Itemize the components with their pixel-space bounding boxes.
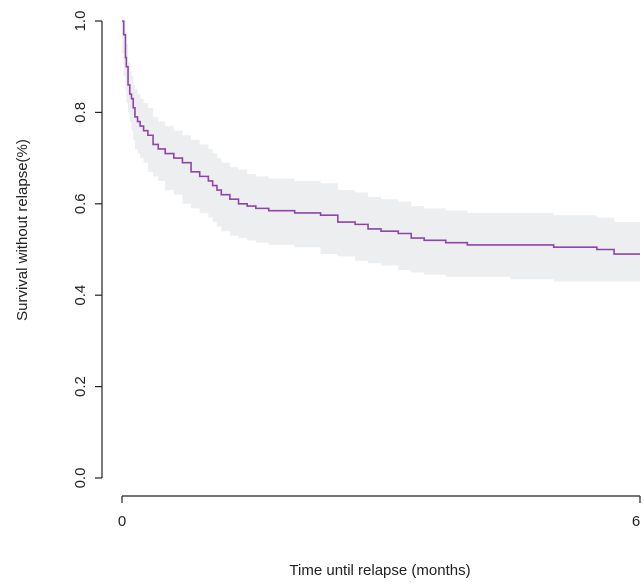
- y-tick-label: 0.4: [72, 285, 89, 306]
- y-tick-label: 1.0: [72, 11, 89, 32]
- y-tick-label: 0.2: [72, 376, 89, 397]
- confidence-band: [122, 21, 640, 282]
- y-axis-title: Survival without relapse(%): [14, 139, 31, 321]
- y-axis: 0.0 0.2 0.4 0.6 0.8 1.0: [72, 11, 103, 489]
- y-tick-label: 0.8: [72, 102, 89, 123]
- plot-area: [122, 20, 640, 282]
- x-axis-title: Time until relapse (months): [289, 562, 470, 579]
- y-tick-label: 0.6: [72, 193, 89, 214]
- x-tick-label: 0: [118, 513, 126, 530]
- x-tick-label: 6: [632, 513, 640, 530]
- y-tick-label: 0.0: [72, 468, 89, 489]
- survival-curve: [122, 20, 640, 255]
